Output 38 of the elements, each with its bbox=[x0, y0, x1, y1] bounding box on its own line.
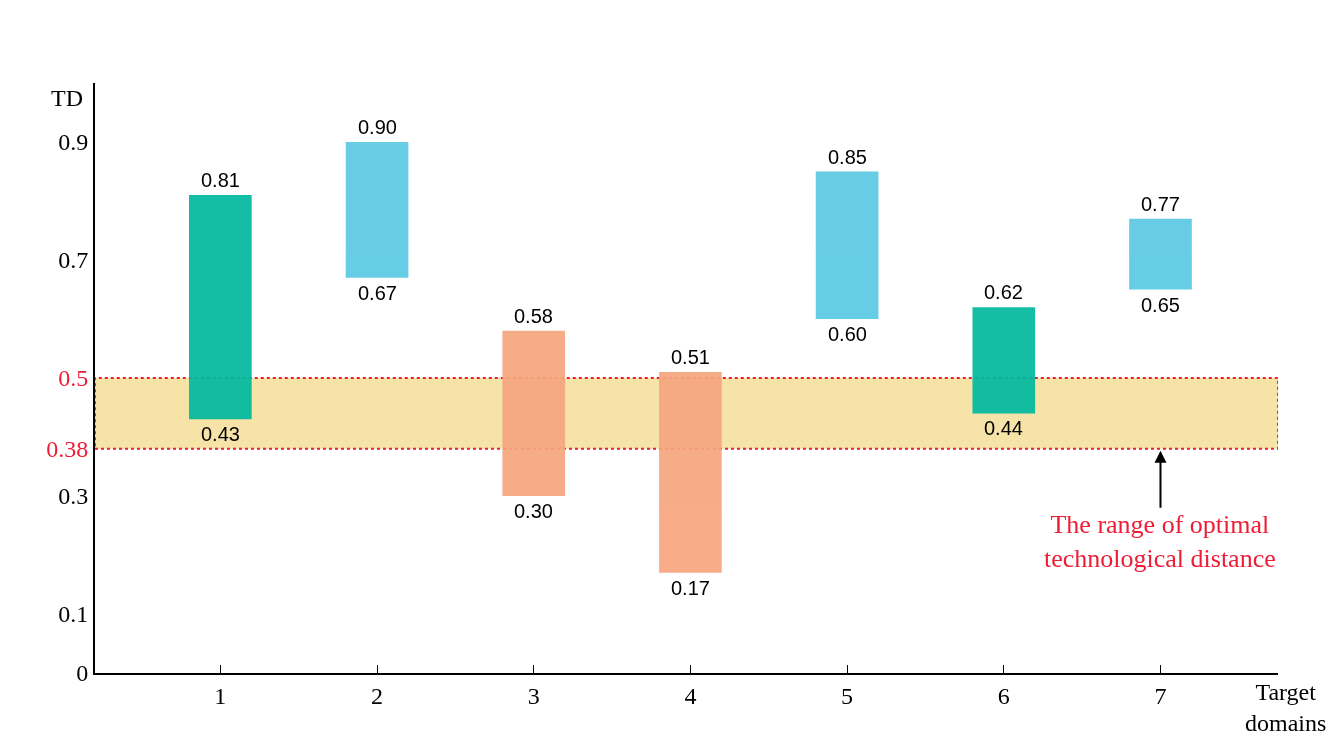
annotation: The range of optimal technological distance bbox=[1044, 510, 1276, 573]
x-tick-label: 1 bbox=[214, 682, 227, 709]
bar bbox=[502, 330, 566, 496]
y-tick-label: 0.7 bbox=[58, 247, 89, 274]
annotation: 0.62 bbox=[984, 281, 1023, 303]
annotation: 0.67 bbox=[358, 282, 397, 304]
x-tick-label: 5 bbox=[841, 682, 854, 709]
bar bbox=[815, 171, 879, 319]
annotation: 0.65 bbox=[1141, 294, 1180, 316]
x-tick-label: 7 bbox=[1154, 682, 1167, 709]
annotation: 0.30 bbox=[514, 500, 553, 522]
bar bbox=[1129, 218, 1192, 290]
y-tick-label: 0.5 bbox=[58, 365, 89, 392]
annotation: 0.60 bbox=[828, 323, 867, 345]
x-tick-label: 3 bbox=[527, 682, 540, 709]
annotation: 0.90 bbox=[358, 116, 397, 138]
bar bbox=[659, 372, 722, 573]
annotation: 0.17 bbox=[671, 577, 710, 599]
bar bbox=[972, 307, 1036, 414]
x-tick-label: 4 bbox=[684, 682, 697, 709]
annotation: 0.44 bbox=[984, 417, 1023, 439]
x-axis-title: Target domains bbox=[1245, 679, 1327, 737]
y-tick-label: 0.1 bbox=[58, 601, 89, 628]
annotation: 0.58 bbox=[514, 305, 553, 327]
y-tick-label: 0.38 bbox=[46, 436, 89, 463]
annotation: 0.85 bbox=[828, 146, 867, 168]
y-tick-label: 0 bbox=[76, 660, 89, 687]
y-axis-title: TD bbox=[51, 85, 83, 111]
annotation: 0.43 bbox=[201, 423, 240, 445]
x-tick-label: 2 bbox=[371, 682, 384, 709]
annotation: 0.81 bbox=[201, 169, 240, 191]
annotation: 0.51 bbox=[671, 346, 710, 368]
y-tick-label: 0.3 bbox=[58, 483, 89, 510]
bar bbox=[345, 142, 409, 278]
bar bbox=[189, 195, 252, 420]
annotation: 0.77 bbox=[1141, 193, 1180, 215]
x-tick-label: 6 bbox=[997, 682, 1010, 709]
y-tick-label: 0.9 bbox=[58, 129, 89, 156]
